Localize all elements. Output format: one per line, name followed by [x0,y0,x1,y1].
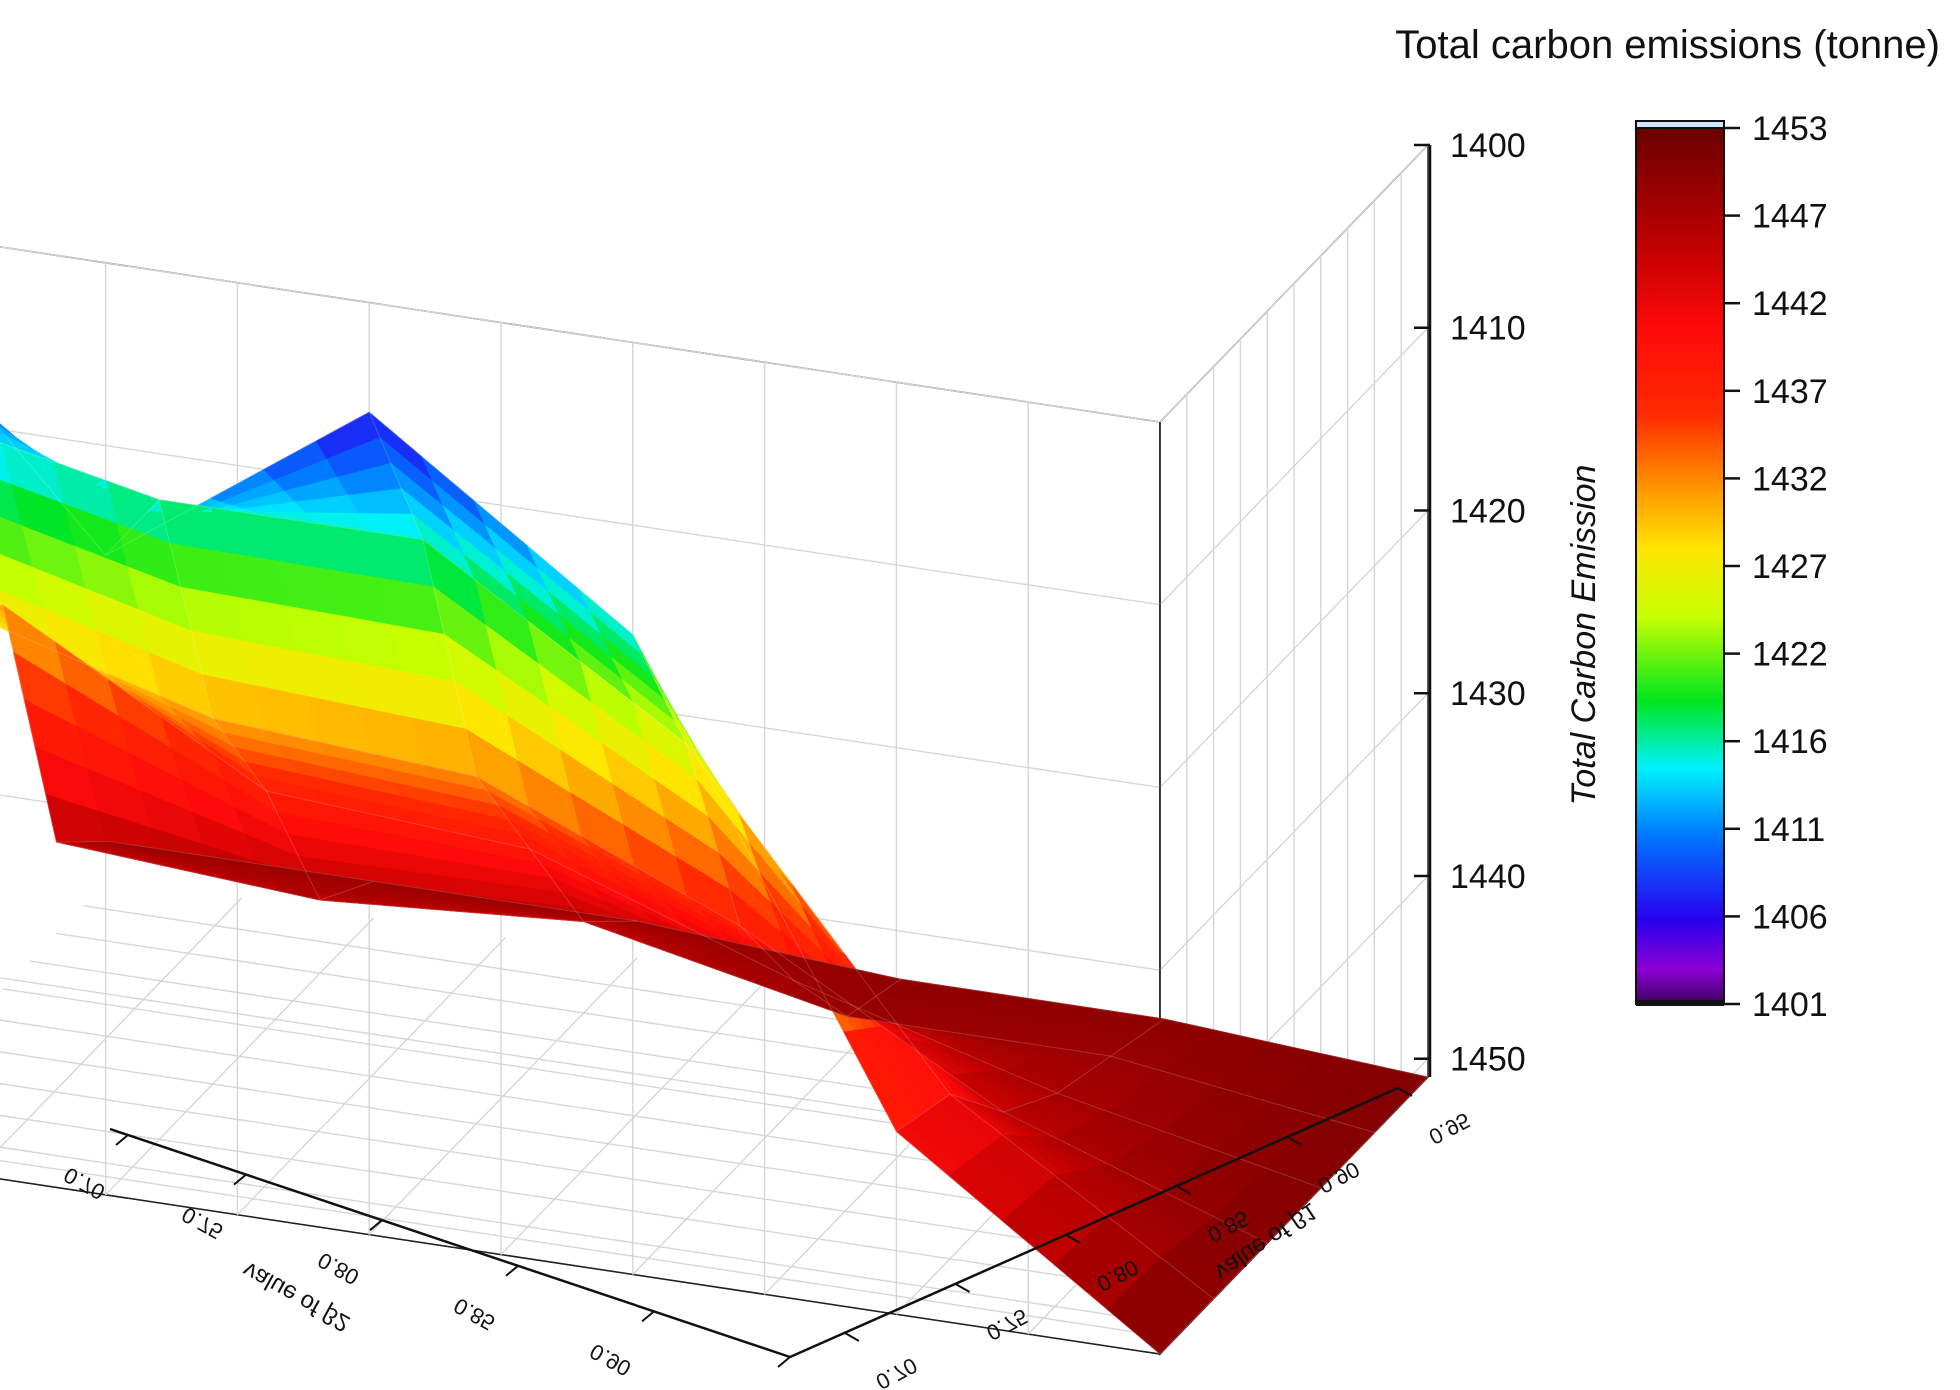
y-axis-tick [955,1283,971,1293]
y-axis-line [789,1086,1399,1359]
floor-gridline [368,957,638,1236]
y-axis-tick [1176,1185,1192,1195]
surface-meshline [105,498,374,901]
z-axis-tick-label: 1420 [1450,492,1526,530]
colorbar-tick-label: 1416 [1752,723,1828,761]
x-axis-tick [777,1356,791,1368]
colorbar: Total carbon emissions (tonne) 1453 1447 1… [1395,23,1940,1024]
surface-meshline [368,412,638,923]
x-axis-tick [641,1310,655,1323]
surface-meshline [632,634,902,1017]
colorbar-tick-label: 1427 [1752,548,1828,586]
right-wall-gridline [1159,327,1429,606]
surface-meshline [56,841,1375,1133]
right-wall-gridline [1159,510,1429,788]
y-axis-tick-label: 0.95 [1425,1108,1475,1150]
floor-gridline [105,917,375,1196]
right-wall-gridline [1159,144,1429,423]
y-axis-tick [1065,1234,1081,1244]
colorbar-tick-label: 1411 [1752,811,1825,849]
left-wall-gridline [0,246,1161,423]
y-axis-tick [844,1332,860,1342]
surface-plot [0,411,1429,1355]
y-axis-tick-label: 0.70 [872,1353,922,1390]
surface-meshline [0,411,1161,1355]
left-wall-gridline [0,1159,1161,1337]
floor-gridline [0,1082,1241,1272]
colorbar-gradient-bar [1635,127,1725,1005]
surface-meshline [896,1018,1165,1132]
colorbar-tick-label: 1437 [1752,373,1828,411]
colorbar-tick-label: 1442 [1752,285,1828,323]
surface-meshline [1159,1076,1429,1355]
x-axis-tick [505,1265,519,1277]
x-axis-tick [369,1219,383,1231]
colorbar-tick-label: 1406 [1752,898,1828,936]
floor-gridline [500,977,770,1255]
x-axis-line [109,1127,791,1359]
colorbar-tick-label: 1453 [1752,110,1828,148]
colorbar-top-cap [1635,120,1725,129]
z-axis-tick-label: 1400 [1450,127,1526,165]
x-axis-tick [115,1134,129,1146]
x-axis-tick-label: 0.95 [722,1384,772,1390]
surface-meshline [0,626,1268,1244]
colorbar-bottom-cap [1636,1000,1724,1006]
z-axis-tick-label: 1440 [1450,858,1526,896]
x-axis-tick-label: 0.80 [314,1247,364,1290]
colorbar-tick-label: 1422 [1752,636,1828,674]
z-axis-tick-label: 1430 [1450,675,1526,713]
z-axis-tick-label: 1450 [1450,1041,1526,1079]
z-axis: Total Carbon Emission 1400 1410 1420 1430 14… [1414,127,1603,1079]
surface-facet [1363,1064,1429,1089]
colorbar-tick-label: 1447 [1752,198,1828,236]
surface-meshline [0,604,111,843]
floor-gridline [0,897,243,1149]
surface-meshline [109,841,1429,1078]
x-axis-tick [233,1173,247,1186]
surface-meshline [0,442,1214,1299]
z-axis-tick-label: 1410 [1450,310,1526,348]
y-axis-tick [1286,1136,1302,1146]
colorbar-tick-label: 1401 [1752,986,1828,1024]
left-wall-gridline [0,428,1161,606]
x-axis-tick-label: 0.90 [586,1339,636,1382]
colorbar-tick-label: 1432 [1752,460,1828,498]
surface-meshline [2,604,1321,1189]
z-axis-label: Total Carbon Emission [1565,465,1603,806]
floor-gridline [236,937,506,1216]
right-wall-gridline [1159,692,1429,971]
floor-gridline [0,1146,1187,1327]
y-axis-tick [1397,1087,1413,1097]
colorbar-title: Total carbon emissions (tonne) [1395,23,1940,67]
x-axis-tick-label: 0.85 [450,1293,500,1336]
